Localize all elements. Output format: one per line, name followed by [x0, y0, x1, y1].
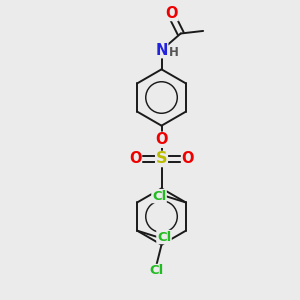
Text: N: N — [155, 43, 168, 58]
Text: O: O — [166, 5, 178, 20]
Text: Cl: Cl — [157, 231, 171, 244]
Text: Cl: Cl — [152, 190, 166, 202]
Text: O: O — [155, 132, 168, 147]
Text: O: O — [129, 152, 142, 166]
Text: O: O — [182, 152, 194, 166]
Text: S: S — [156, 152, 167, 166]
Text: H: H — [169, 46, 178, 59]
Text: Cl: Cl — [149, 265, 164, 278]
